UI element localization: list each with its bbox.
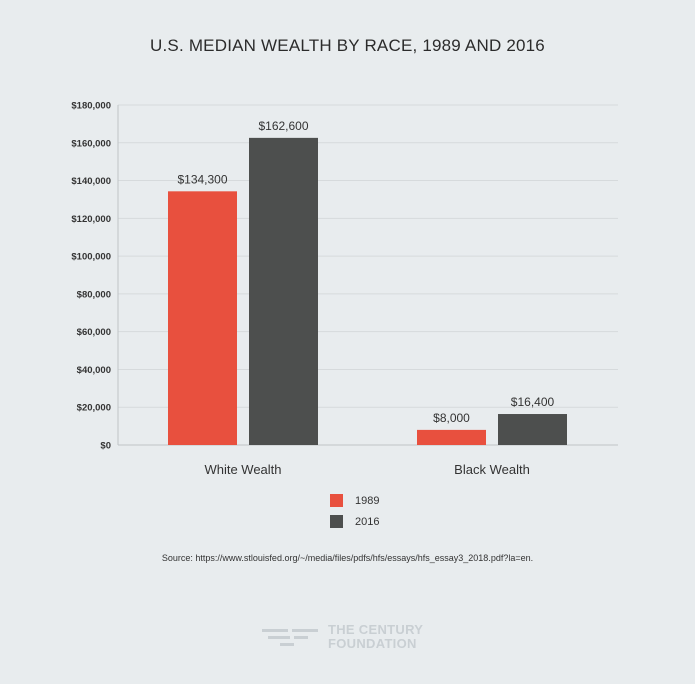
- data-label: $162,600: [258, 119, 308, 133]
- y-tick-label: $180,000: [71, 101, 111, 112]
- x-category-label: White Wealth: [204, 462, 281, 477]
- y-tick-label: $20,000: [77, 403, 111, 414]
- century-foundation-logo: THE CENTURY FOUNDATION: [262, 623, 423, 651]
- x-category-label: Black Wealth: [454, 462, 530, 477]
- data-label: $8,000: [433, 411, 470, 425]
- legend-swatch-1989: [330, 494, 343, 507]
- legend-label-1989: 1989: [355, 494, 380, 507]
- y-tick-label: $120,000: [71, 214, 111, 225]
- legend-swatch-2016: [330, 515, 343, 528]
- bar-1989-1: [417, 429, 486, 445]
- chart-title: U.S. MEDIAN WEALTH BY RACE, 1989 AND 201…: [150, 36, 545, 55]
- bar-2016-1: [498, 414, 567, 445]
- logo-text: THE CENTURY FOUNDATION: [328, 623, 423, 651]
- logo-mark-icon: [262, 629, 318, 646]
- legend-label-2016: 2016: [355, 515, 380, 528]
- y-tick-label: $100,000: [71, 252, 111, 263]
- logo-text-line1: THE CENTURY: [328, 622, 424, 637]
- data-label: $16,400: [511, 395, 555, 409]
- bar-1989-0: [168, 191, 237, 445]
- y-tick-label: $160,000: [71, 138, 111, 149]
- data-label: $134,300: [177, 172, 227, 186]
- legend: 1989 2016: [330, 490, 379, 532]
- y-tick-label: $140,000: [71, 176, 111, 187]
- y-tick-label: $80,000: [77, 289, 111, 300]
- y-tick-label: $40,000: [77, 365, 111, 376]
- y-tick-label: $0: [100, 441, 111, 452]
- bar-2016-0: [249, 137, 318, 445]
- legend-item-1989: 1989: [330, 490, 379, 511]
- y-tick-label: $60,000: [77, 327, 111, 338]
- logo-text-line2: FOUNDATION: [328, 636, 417, 651]
- legend-item-2016: 2016: [330, 511, 379, 532]
- source-note: Source: https://www.stlouisfed.org/~/med…: [161, 553, 534, 563]
